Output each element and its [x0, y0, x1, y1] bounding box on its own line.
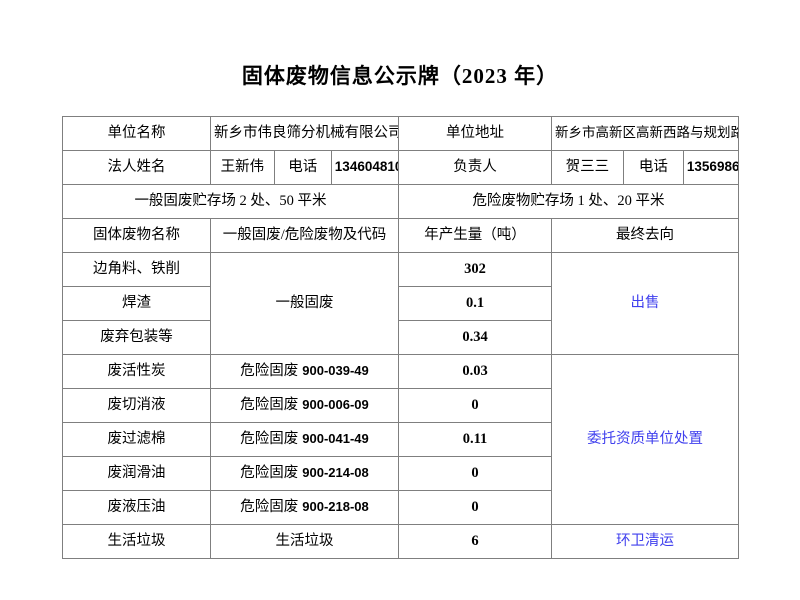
- waste-name: 边角料、铁削: [62, 252, 211, 287]
- waste-category-code: 危险固废 900-039-49: [210, 354, 399, 389]
- category-label: 危险固废: [240, 430, 299, 447]
- waste-amount: 0: [398, 388, 552, 423]
- table-row-company: 单位名称 新乡市伟良筛分机械有限公司 单位地址 新乡市高新区高新西路与规划路东南…: [62, 116, 739, 151]
- table-row: 边角料、铁削 一般固废 302 出售: [62, 252, 739, 355]
- waste-name: 生活垃圾: [62, 524, 211, 559]
- table-row: 废润滑油 危险固废 900-214-08 0: [62, 456, 739, 491]
- waste-category-code: 危险固废 900-006-09: [210, 388, 399, 423]
- table-row: 废活性炭 危险固废 900-039-49 0.03 委托资质单位处置: [62, 354, 739, 525]
- waste-amount: 0: [398, 490, 552, 525]
- table-row: 焊渣 0.1: [62, 286, 739, 321]
- waste-category-code: 危险固废 900-041-49: [210, 422, 399, 457]
- waste-category-domestic: 生活垃圾: [210, 524, 399, 559]
- label-manager: 负责人: [398, 150, 552, 185]
- page-title: 固体废物信息公示牌（2023 年）: [241, 64, 559, 88]
- waste-name: 焊渣: [62, 286, 211, 321]
- header-annual-amount: 年产生量（吨）: [398, 218, 552, 253]
- table-row: 生活垃圾 生活垃圾 6 环卫清运: [62, 524, 739, 559]
- waste-destination-sanitation: 环卫清运: [551, 524, 739, 559]
- waste-amount: 0.03: [398, 354, 552, 389]
- waste-amount: 0.34: [398, 320, 552, 355]
- contacts-left-group: 王新伟 电话 13460481045: [210, 150, 399, 185]
- category-label: 危险固废: [240, 464, 299, 481]
- waste-name: 废活性炭: [62, 354, 211, 389]
- value-company-name: 新乡市伟良筛分机械有限公司: [210, 116, 399, 151]
- label-legal-phone: 电话: [274, 151, 332, 184]
- waste-info-table: 单位名称 新乡市伟良筛分机械有限公司 单位地址 新乡市高新区高新西路与规划路东南…: [62, 116, 739, 559]
- value-manager-phone: 13569864741: [686, 159, 738, 175]
- category-label: 危险固废: [240, 498, 299, 515]
- category-label: 危险固废: [240, 362, 299, 379]
- table-row-contacts: 法人姓名 王新伟 电话 13460481045 负责人 贺三三: [62, 150, 739, 185]
- category-label: 危险固废: [240, 396, 299, 413]
- waste-info-table-wrapper: 单位名称 新乡市伟良筛分机械有限公司 单位地址 新乡市高新区高新西路与规划路东南…: [62, 116, 739, 559]
- label-company-name: 单位名称: [62, 116, 211, 151]
- table-row: 废过滤棉 危险固废 900-041-49 0.11: [62, 422, 739, 457]
- waste-name: 废润滑油: [62, 456, 211, 491]
- category-code: 900-039-49: [302, 362, 369, 378]
- waste-category-code: 危险固废 900-218-08: [210, 490, 399, 525]
- storage-hazardous: 危险废物贮存场 1 处、20 平米: [398, 184, 739, 219]
- waste-amount: 0.1: [398, 286, 552, 321]
- contacts-right-group: 贺三三 电话 13569864741: [551, 150, 739, 185]
- value-company-address: 新乡市高新区高新西路与规划路东南角: [551, 116, 739, 151]
- waste-amount: 6: [398, 524, 552, 559]
- value-manager: 贺三三: [552, 151, 624, 184]
- category-code: 900-218-08: [302, 498, 369, 514]
- waste-name: 废弃包装等: [62, 320, 211, 355]
- waste-destination-entrusted: 委托资质单位处置: [551, 354, 739, 525]
- waste-name: 废液压油: [62, 490, 211, 525]
- category-code: 900-006-09: [302, 396, 369, 412]
- category-code: 900-041-49: [302, 430, 369, 446]
- waste-amount: 0.11: [398, 422, 552, 457]
- value-legal-person: 王新伟: [211, 151, 275, 184]
- waste-category-general: 一般固废: [210, 252, 399, 355]
- label-manager-phone: 电话: [623, 151, 684, 184]
- label-company-address: 单位地址: [398, 116, 552, 151]
- label-legal-person: 法人姓名: [62, 150, 211, 185]
- header-waste-name: 固体废物名称: [62, 218, 211, 253]
- header-final-destination: 最终去向: [551, 218, 739, 253]
- header-category-code: 一般固废/危险废物及代码: [210, 218, 399, 253]
- table-row-storage: 一般固废贮存场 2 处、50 平米 危险废物贮存场 1 处、20 平米: [62, 184, 739, 219]
- waste-name: 废过滤棉: [62, 422, 211, 457]
- storage-general: 一般固废贮存场 2 处、50 平米: [62, 184, 399, 219]
- category-code: 900-214-08: [302, 464, 369, 480]
- table-row: 废弃包装等 0.34: [62, 320, 739, 355]
- table-row: 废切消液 危险固废 900-006-09 0: [62, 388, 739, 423]
- waste-name: 废切消液: [62, 388, 211, 423]
- waste-destination-sale: 出售: [551, 252, 739, 355]
- waste-amount: 0: [398, 456, 552, 491]
- waste-category-code: 危险固废 900-214-08: [210, 456, 399, 491]
- value-legal-phone: 13460481045: [334, 159, 398, 175]
- table-header-row: 固体废物名称 一般固废/危险废物及代码 年产生量（吨） 最终去向: [62, 218, 739, 253]
- waste-amount: 302: [398, 252, 552, 287]
